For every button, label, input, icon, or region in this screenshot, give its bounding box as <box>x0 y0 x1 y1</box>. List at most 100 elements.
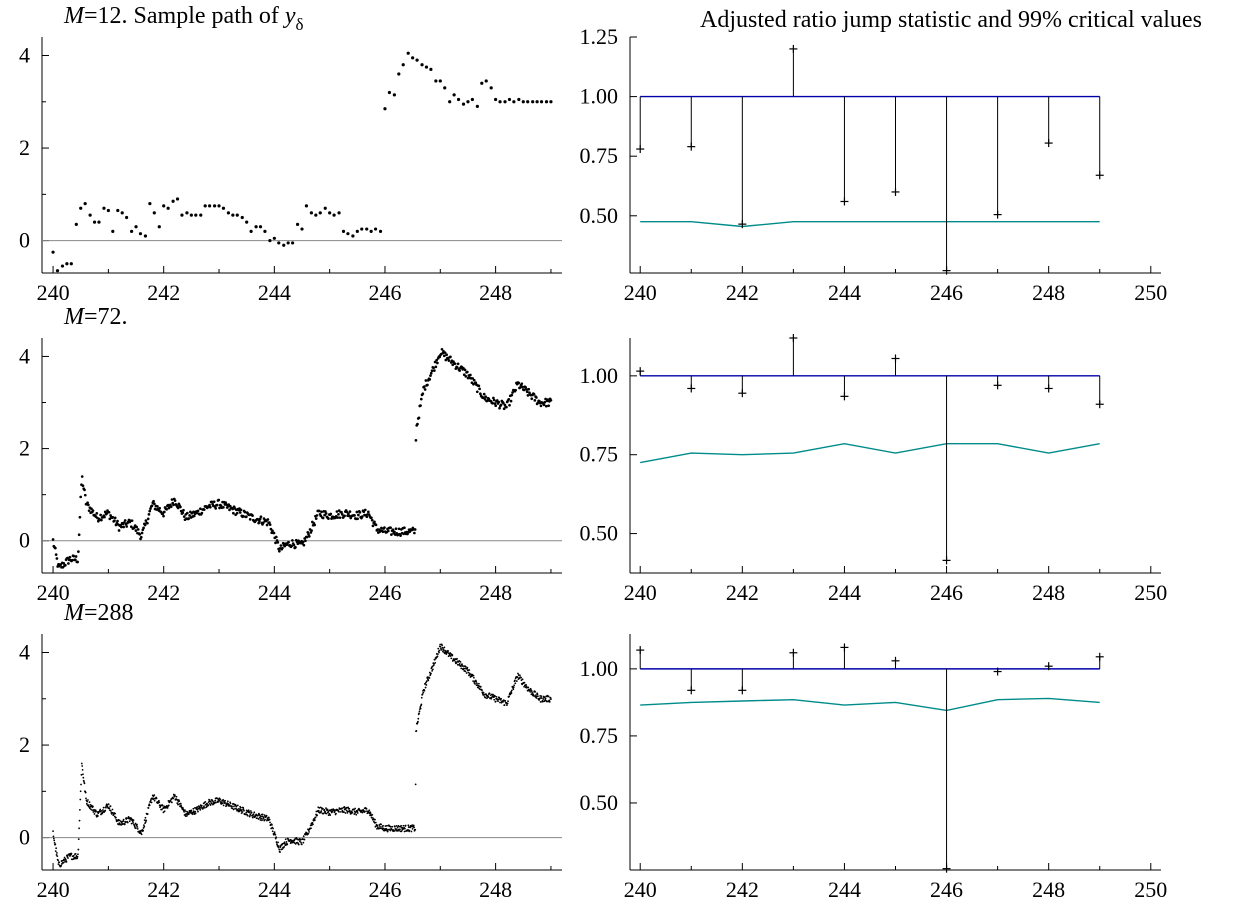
data-point <box>146 521 149 525</box>
data-point <box>391 528 395 532</box>
data-point <box>395 828 398 831</box>
data-point <box>321 807 324 810</box>
data-point <box>369 812 372 815</box>
data-point <box>66 556 69 560</box>
x-tick-label: 250 <box>1134 280 1167 305</box>
data-point <box>243 510 247 514</box>
data-point <box>200 804 203 807</box>
data-point <box>155 797 158 800</box>
data-point <box>336 516 340 519</box>
data-point <box>136 528 140 531</box>
data-point <box>338 516 342 520</box>
data-point <box>482 392 486 396</box>
data-point <box>419 707 422 710</box>
data-point <box>297 843 300 846</box>
data-point <box>136 827 139 830</box>
data-point <box>327 517 330 520</box>
data-point <box>236 804 239 807</box>
data-point <box>356 812 359 814</box>
data-point <box>512 688 515 691</box>
data-point <box>55 557 59 560</box>
data-point <box>171 199 175 203</box>
data-point <box>143 825 146 828</box>
data-point <box>274 837 277 840</box>
data-point <box>525 683 527 686</box>
data-point <box>463 368 467 372</box>
data-point <box>313 523 317 527</box>
data-point <box>477 686 480 689</box>
data-point <box>282 243 286 247</box>
data-point <box>153 799 156 802</box>
data-point <box>103 515 106 519</box>
data-point <box>286 843 289 846</box>
data-point <box>86 501 89 505</box>
data-point <box>208 204 212 208</box>
data-point <box>393 829 396 832</box>
data-point <box>502 407 506 411</box>
data-point <box>314 517 318 520</box>
data-point <box>82 773 84 776</box>
data-point <box>498 100 502 104</box>
data-point <box>548 700 551 703</box>
x-tick-label: 246 <box>930 580 963 605</box>
data-point <box>522 388 526 392</box>
data-point <box>179 802 182 805</box>
data-point <box>395 824 398 827</box>
data-point <box>414 783 417 786</box>
data-point <box>446 651 449 654</box>
data-point <box>327 811 330 813</box>
y-tick-label: 0 <box>19 825 30 850</box>
data-point <box>182 807 184 809</box>
data-point <box>381 827 383 830</box>
data-point <box>79 790 82 793</box>
data-point <box>439 645 442 648</box>
data-point <box>272 236 276 240</box>
title-text: Sample path of <box>128 3 285 29</box>
data-point <box>530 397 534 401</box>
data-point <box>138 232 143 236</box>
x-tick-label: 250 <box>1134 580 1167 605</box>
data-point <box>221 206 226 210</box>
data-point <box>248 815 251 818</box>
data-point <box>432 369 436 373</box>
data-point <box>434 661 437 664</box>
x-tick-label: 242 <box>147 580 180 605</box>
data-point <box>261 815 264 818</box>
data-point <box>100 809 103 812</box>
data-point <box>436 655 439 658</box>
data-point <box>527 689 529 692</box>
data-point <box>404 824 407 827</box>
data-point <box>535 100 539 104</box>
data-point <box>356 810 359 813</box>
data-point <box>347 806 350 809</box>
data-point <box>266 518 270 521</box>
data-point <box>198 805 201 808</box>
data-point <box>279 845 282 847</box>
data-point <box>235 213 239 217</box>
data-point <box>287 540 290 544</box>
data-point <box>276 541 280 544</box>
data-point <box>168 801 171 804</box>
data-point <box>148 509 152 513</box>
data-point <box>52 830 54 833</box>
data-point <box>76 560 79 564</box>
data-point <box>172 797 175 800</box>
data-point <box>427 679 430 682</box>
data-point <box>310 827 312 830</box>
data-point <box>386 830 389 833</box>
data-point <box>123 519 127 522</box>
y-tick-label: 4 <box>19 640 30 665</box>
data-point <box>510 692 513 695</box>
data-point <box>156 505 159 508</box>
data-point <box>513 684 516 687</box>
data-point <box>301 540 305 544</box>
data-point <box>76 855 79 858</box>
data-point <box>271 823 273 826</box>
data-point <box>373 520 376 524</box>
data-point <box>414 439 418 442</box>
data-point <box>374 821 377 824</box>
data-point <box>140 833 143 836</box>
data-point <box>210 500 214 504</box>
panel-path-m12: 240 242 244 246 248 0 2 4 M=12. Sample path of y… <box>19 3 562 305</box>
data-point <box>421 693 424 696</box>
